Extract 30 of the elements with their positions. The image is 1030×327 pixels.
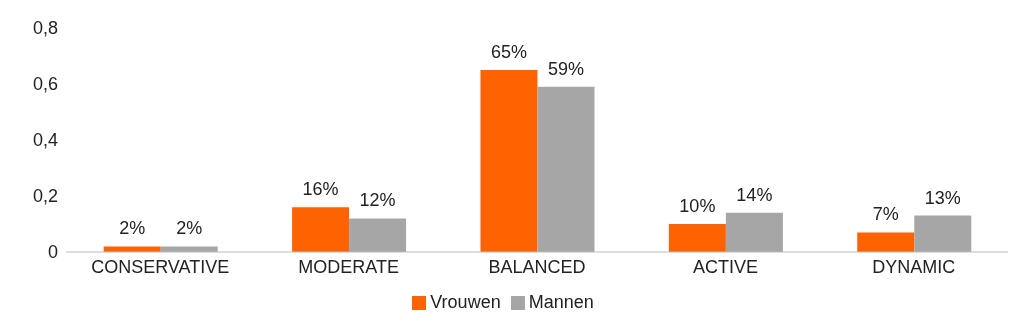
data-label: 7% — [872, 204, 899, 225]
legend-label: Mannen — [528, 292, 594, 312]
bar — [668, 224, 726, 252]
y-tick-label: 0 — [47, 242, 58, 263]
bar — [480, 70, 538, 252]
data-label: 10% — [679, 196, 716, 216]
data-label: 2% — [176, 218, 203, 239]
x-tick-label: BALANCED — [488, 256, 586, 277]
y-tick-label: 0,6 — [32, 74, 58, 95]
bar — [537, 86, 595, 252]
data-label: 13% — [924, 187, 961, 208]
x-tick-label: MODERATE — [298, 256, 399, 277]
data-label: 65% — [490, 42, 527, 62]
bar — [725, 212, 783, 252]
bar — [292, 207, 350, 252]
data-label: 2% — [119, 218, 146, 239]
bar — [857, 232, 915, 252]
data-label: 12% — [359, 190, 396, 211]
x-tick-label: DYNAMIC — [872, 256, 956, 277]
bar — [914, 215, 972, 252]
x-tick-label: CONSERVATIVE — [91, 256, 230, 277]
legend-label: Vrouwen — [430, 292, 501, 312]
bar — [349, 218, 407, 252]
y-tick-label: 0,8 — [32, 18, 58, 39]
data-label: 14% — [736, 184, 773, 205]
y-tick-label: 0,2 — [32, 186, 58, 207]
x-tick-label: ACTIVE — [692, 256, 758, 277]
y-tick-label: 0,4 — [32, 130, 58, 151]
data-label: 59% — [547, 58, 584, 79]
data-label: 16% — [302, 179, 339, 200]
